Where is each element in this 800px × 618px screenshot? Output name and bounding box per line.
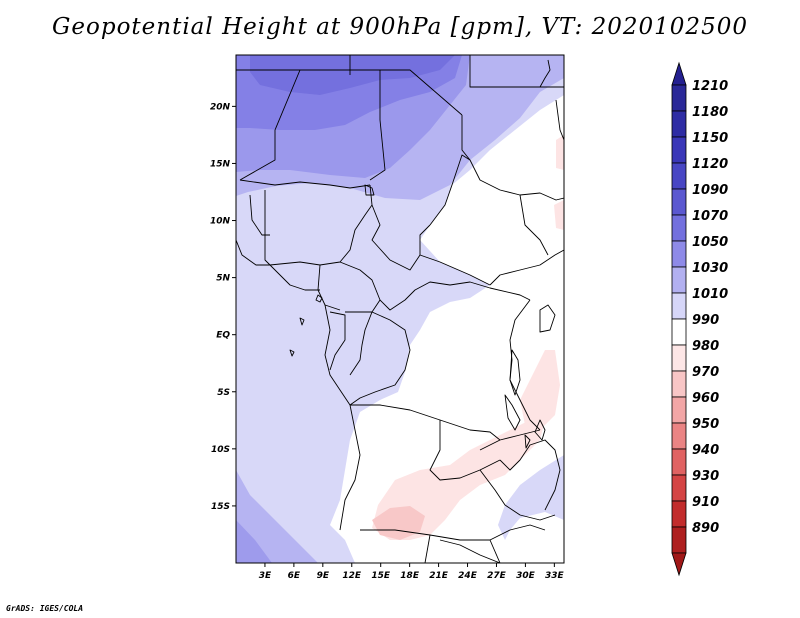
colorbar-label: 1050 xyxy=(692,235,728,250)
colorbar-swatch xyxy=(671,344,687,372)
colorbar-swatch xyxy=(671,292,687,320)
credit-text: GrADS: IGES/COLA xyxy=(6,604,84,613)
colorbar: 1210 1180 1150 1120 1090 1070 1050 1030 1010 990 9… xyxy=(671,61,728,577)
band-980-northeast-2 xyxy=(554,200,564,230)
colorbar-swatch xyxy=(671,240,687,268)
colorbar-swatch xyxy=(671,110,687,138)
lat-tick-label: 10S xyxy=(211,445,230,455)
colorbar-swatch xyxy=(671,370,687,398)
band-1050-southwest xyxy=(236,520,272,563)
lat-tick-label: 20N xyxy=(210,102,231,112)
colorbar-label: 890 xyxy=(692,521,719,536)
colorbar-swatch xyxy=(671,396,687,424)
lon-tick-label: 18E xyxy=(400,571,420,581)
colorbar-swatch xyxy=(671,526,687,554)
band-990-pocket-2 xyxy=(402,404,414,420)
band-970-south xyxy=(372,506,425,540)
colorbar-label: 990 xyxy=(692,313,719,328)
longitude-ticks: 3E 6E 9E 12E 15E 18E 21E 24E 27E 30E 33E xyxy=(259,563,565,581)
colorbar-label: 1010 xyxy=(692,287,728,302)
colorbar-swatch xyxy=(671,136,687,164)
colorbar-label: 1030 xyxy=(692,261,728,276)
colorbar-swatch xyxy=(671,448,687,476)
map-title: Geopotential Height at 900hPa [gpm], VT:… xyxy=(52,14,748,40)
colorbar-swatch xyxy=(671,162,687,190)
lat-tick-label: 15N xyxy=(210,159,231,169)
band-1090-north xyxy=(250,55,455,95)
colorbar-label: 950 xyxy=(692,417,719,432)
lon-tick-label: 3E xyxy=(259,571,272,581)
lon-tick-label: 6E xyxy=(288,571,301,581)
lon-tick-label: 24E xyxy=(458,571,478,581)
colorbar-label: 980 xyxy=(692,339,719,354)
colorbar-label: 930 xyxy=(692,469,719,484)
colorbar-label: 1180 xyxy=(692,105,728,120)
colorbar-label: 1090 xyxy=(692,183,728,198)
lon-tick-label: 15E xyxy=(371,571,391,581)
colorbar-swatch xyxy=(671,474,687,502)
colorbar-label: 960 xyxy=(692,391,719,406)
colorbar-top-arrow xyxy=(671,61,687,86)
colorbar-label: 1070 xyxy=(692,209,728,224)
colorbar-label: 940 xyxy=(692,443,719,458)
band-980-northeast-1 xyxy=(556,135,564,170)
colorbar-swatch xyxy=(671,318,687,346)
lat-tick-label: 5S xyxy=(217,388,230,398)
colorbar-swatch xyxy=(671,266,687,294)
latitude-ticks: 20N 15N 10N 5N EQ 5S 10S 15S xyxy=(210,102,236,512)
band-980-east xyxy=(520,350,560,430)
lon-tick-label: 12E xyxy=(342,571,362,581)
lat-tick-label: EQ xyxy=(216,331,230,341)
colorbar-label: 970 xyxy=(692,365,719,380)
lon-tick-label: 9E xyxy=(317,571,330,581)
colorbar-swatch xyxy=(671,188,687,216)
map-frame xyxy=(235,54,565,564)
band-990-pocket-1 xyxy=(462,200,480,222)
colorbar-swatch xyxy=(671,214,687,242)
colorbar-label: 1120 xyxy=(692,157,728,172)
lon-tick-label: 30E xyxy=(516,571,536,581)
lon-tick-label: 21E xyxy=(429,571,449,581)
lat-tick-label: 5N xyxy=(216,274,230,284)
country-borders xyxy=(236,55,564,563)
lat-tick-label: 15S xyxy=(211,502,230,512)
colorbar-swatch xyxy=(671,500,687,528)
colorbar-label: 1210 xyxy=(692,79,728,94)
colorbar-swatch xyxy=(671,84,687,112)
colorbar-label: 1150 xyxy=(692,131,728,146)
colorbar-swatch xyxy=(671,422,687,450)
colorbar-label: 910 xyxy=(692,495,719,510)
colorbar-bottom-arrow xyxy=(671,552,687,577)
lon-tick-label: 27E xyxy=(487,571,507,581)
height-field xyxy=(236,55,564,563)
band-1030-southwest xyxy=(236,470,318,563)
lon-tick-label: 33E xyxy=(545,571,565,581)
lat-tick-label: 10N xyxy=(210,217,231,227)
